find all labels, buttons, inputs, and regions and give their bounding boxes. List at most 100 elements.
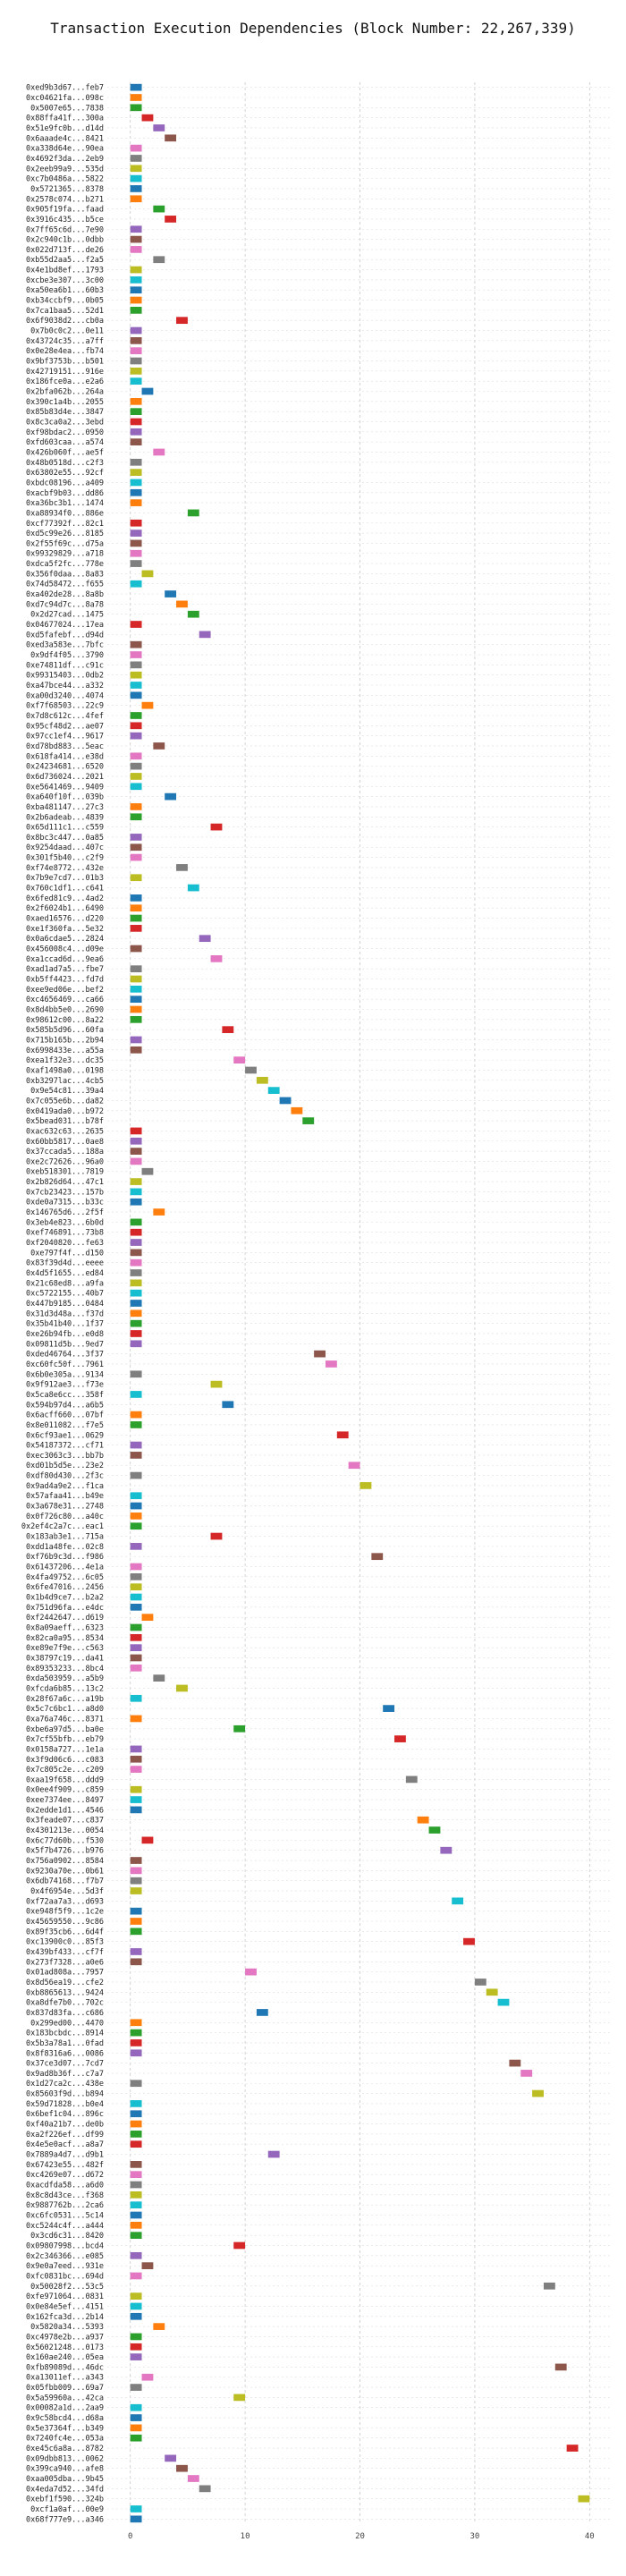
dependency-bar — [336, 1431, 349, 1439]
dependency-bar — [199, 2485, 211, 2493]
y-tick-label: 0xe1f360fa...5e32 — [26, 925, 104, 934]
y-tick-label: 0x3feade07...c837 — [26, 1817, 104, 1826]
dependency-bar — [130, 1319, 142, 1327]
y-tick-label: 0x9ad8b36f...c7a7 — [26, 2070, 104, 2079]
dependency-bar — [130, 1269, 142, 1276]
y-tick-label: 0xe26b94fb...e0d8 — [26, 1330, 104, 1339]
dependency-bar — [405, 1775, 418, 1784]
dependency-bar — [302, 1117, 315, 1124]
y-tick-label: 0xed9b3d67...feb7 — [26, 84, 104, 93]
y-tick-label: 0x37ccada5...188a — [26, 1148, 104, 1157]
dependency-bar — [130, 1249, 142, 1257]
y-tick-label: 0xdf80d430...2f3c — [26, 1472, 104, 1481]
y-tick-label: 0xa76a746c...8371 — [26, 1715, 104, 1724]
dependency-bar — [130, 2302, 142, 2310]
dependency-bar — [130, 1005, 142, 1013]
dependency-bar — [187, 2475, 199, 2482]
y-tick-label: 0xaed16576...d220 — [26, 915, 104, 924]
dependency-bar — [130, 945, 142, 953]
dependency-bar — [130, 2384, 142, 2391]
y-tick-label: 0xa13011ef...a343 — [26, 2374, 104, 2383]
y-tick-label: 0xf72aa7a3...d693 — [26, 1897, 104, 1906]
y-tick-label: 0x4e1bd8ef...1793 — [26, 267, 104, 275]
dependency-bar — [130, 174, 142, 182]
y-tick-label: 0x183bcbdc...8914 — [26, 2029, 104, 2038]
y-tick-label: 0x0158a727...1e1a — [26, 1745, 104, 1754]
y-tick-label: 0xb3297lac...4cb5 — [26, 1077, 104, 1086]
dependency-bar — [199, 631, 211, 639]
dependency-bar — [130, 834, 142, 841]
dependency-bar — [176, 864, 188, 871]
dependency-bar — [130, 296, 142, 304]
y-tick-label: 0x022d713f...de26 — [26, 246, 104, 255]
dependency-bar — [130, 1644, 142, 1651]
y-tick-label: 0x4d5f1655...ed84 — [26, 1269, 104, 1278]
dependency-bar — [130, 1877, 142, 1885]
y-tick-label: 0xacdfda58...a6d0 — [26, 2182, 104, 2190]
y-tick-label: 0xc4269e07...d672 — [26, 2171, 104, 2180]
y-tick-label: 0xb5ff4423...fd7d — [26, 976, 104, 985]
y-tick-label: 0x5b3a78a1...0fad — [26, 2039, 104, 2048]
dependency-bar — [130, 1441, 142, 1449]
dependency-bar — [130, 1766, 142, 1773]
dependency-bar — [141, 387, 154, 395]
dependency-bar — [130, 813, 142, 821]
dependency-bar — [130, 1421, 142, 1428]
y-tick-label: 0xe948f5f9...1c2e — [26, 1908, 104, 1917]
y-tick-label: 0x60bb5817...0ae8 — [26, 1138, 104, 1147]
y-tick-label: 0xee7374ee...8497 — [26, 1796, 104, 1805]
dependency-bar — [130, 580, 142, 588]
dependency-bar — [130, 985, 142, 993]
y-tick-label: 0xef746891...73b8 — [26, 1229, 104, 1238]
y-tick-label: 0xcf1a0af...00e9 — [30, 2505, 104, 2514]
y-tick-label: 0x8a09aeff...6323 — [26, 1623, 104, 1632]
y-tick-label: 0x85b83d4e...3847 — [26, 408, 104, 417]
dependency-bar — [130, 357, 142, 365]
y-tick-label: 0x4692f3da...2eb9 — [26, 155, 104, 164]
dependency-bar — [130, 225, 142, 233]
y-tick-label: 0x6cf93ae1...0629 — [26, 1431, 104, 1440]
y-tick-label: 0x95cf48d2...ae07 — [26, 722, 104, 731]
y-tick-label: 0x8c8d43ce...f368 — [26, 2191, 104, 2200]
y-tick-label: 0xf2040820...fe63 — [26, 1239, 104, 1248]
dependency-bar — [130, 1309, 142, 1318]
y-tick-label: 0xbe6a97d5...ba0e — [26, 1725, 104, 1734]
dependency-bar — [130, 1258, 142, 1267]
y-tick-label: 0x2eeb99a9...535d — [26, 165, 104, 174]
dependency-bar — [130, 640, 142, 648]
dependency-bar — [233, 1056, 246, 1063]
y-tick-label: 0x618fa414...e38d — [26, 752, 104, 761]
y-tick-label: 0x8e011082...f7e5 — [26, 1421, 104, 1430]
dependency-bar — [141, 2262, 154, 2269]
y-tick-label: 0x5ca8e6cc...358f — [26, 1391, 104, 1400]
dependency-bar — [130, 2515, 142, 2523]
dependency-bar — [130, 1188, 142, 1196]
y-tick-label: 0xd5fafebf...d94d — [26, 631, 104, 640]
dependency-bar — [187, 610, 199, 618]
y-tick-label: 0x51e9fc0b...d14d — [26, 124, 104, 133]
dependency-bar — [532, 2089, 544, 2097]
dependency-bar — [130, 1785, 142, 1793]
dependency-bar — [130, 1928, 142, 1936]
dependency-bar — [130, 1633, 142, 1641]
dependency-bar — [130, 1148, 142, 1155]
dependency-bar — [130, 1623, 142, 1631]
y-tick-label: 0x2578c074...b271 — [26, 195, 104, 204]
y-tick-label: 0xc04621fa...098c — [26, 94, 104, 103]
dependency-bar — [130, 783, 142, 791]
y-tick-label: 0x273f7328...a0e6 — [26, 1958, 104, 1967]
y-tick-label: 0xe89e7f9e...c563 — [26, 1644, 104, 1653]
y-tick-label: 0x160ae240...05ea — [26, 2353, 104, 2362]
dependency-bar — [130, 458, 142, 466]
dependency-bar — [578, 2495, 590, 2503]
dependency-bar — [165, 216, 177, 223]
dependency-bar — [130, 276, 142, 284]
dependency-bar — [130, 235, 142, 243]
dependency-bar — [497, 1998, 510, 2006]
y-tick-label: 0xad1ad7a5...fbe7 — [26, 965, 104, 974]
dependency-bar — [130, 773, 142, 780]
dependency-bar — [130, 965, 142, 973]
y-tick-label: 0xc4656469...ca66 — [26, 996, 104, 1004]
dependency-bar — [141, 570, 154, 578]
y-tick-label: 0xaa19f658...ddd9 — [26, 1775, 104, 1784]
